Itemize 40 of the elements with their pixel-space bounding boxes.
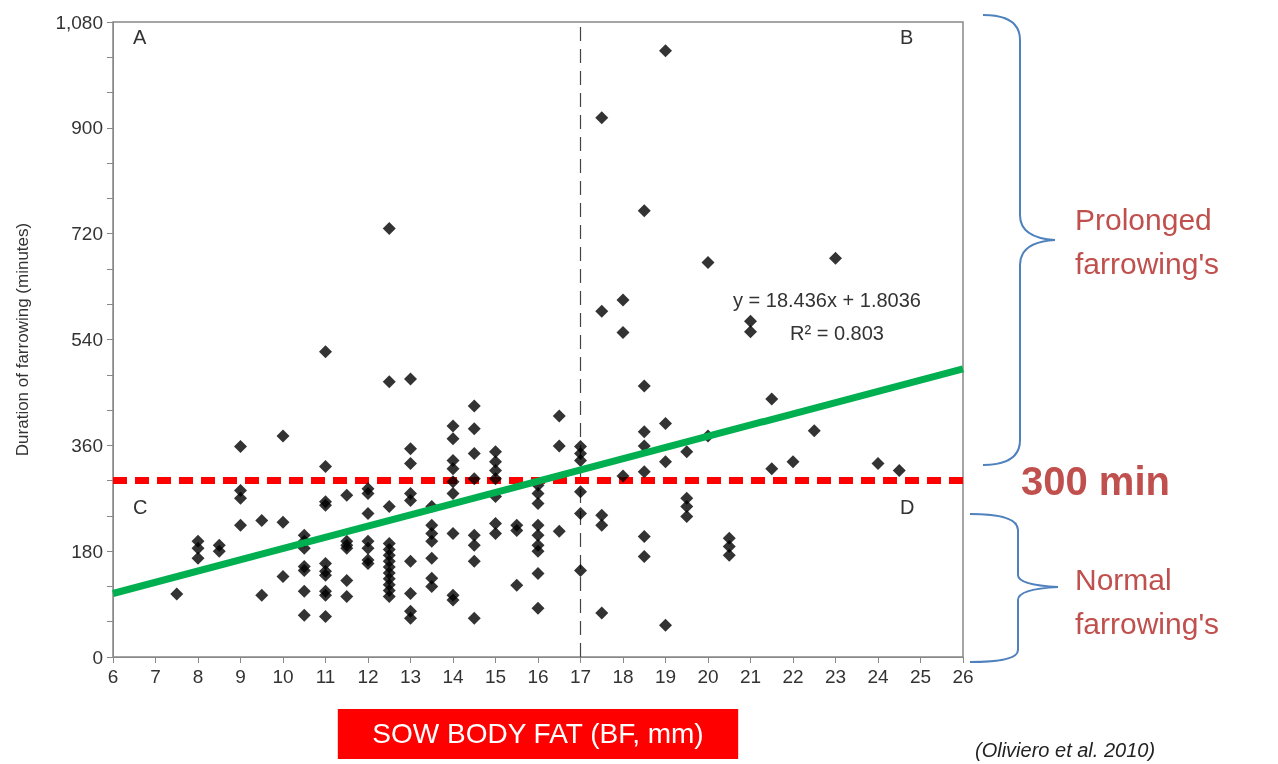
annotation: y = 18.436x + 1.8036 (733, 288, 921, 311)
annotation: C (133, 495, 148, 518)
ref-line-label: 300 min (1021, 458, 1170, 503)
text: Prolonged farrowing's (1075, 203, 1221, 280)
text: (Oliviero et al. 2010) (975, 738, 1156, 761)
annotation: B (900, 25, 914, 48)
x-tick-label: 22 (782, 666, 804, 687)
y-tick-label: 180 (71, 540, 103, 562)
x-tick-label: 24 (867, 666, 889, 687)
x-tick-label: 19 (654, 666, 677, 687)
x-tick-label: 18 (612, 666, 634, 687)
annotation: A (133, 25, 147, 48)
y-tick-label: 900 (71, 117, 103, 139)
x-tick-label: 26 (952, 666, 974, 687)
annotation: D (900, 495, 915, 518)
x-tick-label: 6 (107, 666, 119, 687)
y-tick-label: 360 (71, 434, 103, 456)
x-tick-label: 15 (484, 666, 507, 687)
y-axis-title: Duration of farrowing (minutes) (13, 222, 32, 457)
y-tick-label: 540 (71, 329, 103, 350)
x-tick-label: 17 (569, 666, 592, 687)
x-tick-label: 8 (192, 666, 204, 687)
x-tick-label: 16 (527, 666, 549, 687)
x-tick-label: 21 (739, 666, 762, 687)
x-tick-label: 20 (697, 666, 719, 687)
annotation: R² = 0.803 (790, 321, 884, 344)
text: Normal farrowing's (1075, 563, 1220, 640)
y-tick-label: 1,080 (55, 11, 103, 33)
x-tick-label: 25 (909, 666, 932, 687)
x-axis-title: SOW BODY FAT (BF, mm) (372, 717, 704, 749)
x-tick-label: 23 (824, 666, 847, 687)
x-tick-label: 9 (235, 666, 246, 687)
x-tick-label: 10 (272, 666, 294, 687)
y-tick-label: 720 (71, 223, 103, 245)
y-tick-label: 0 (92, 646, 103, 668)
x-tick-label: 12 (357, 666, 379, 687)
x-tick-label: 11 (315, 666, 336, 687)
x-tick-label: 13 (399, 666, 422, 687)
x-tick-label: 14 (442, 666, 464, 687)
x-tick-label: 7 (150, 666, 161, 687)
